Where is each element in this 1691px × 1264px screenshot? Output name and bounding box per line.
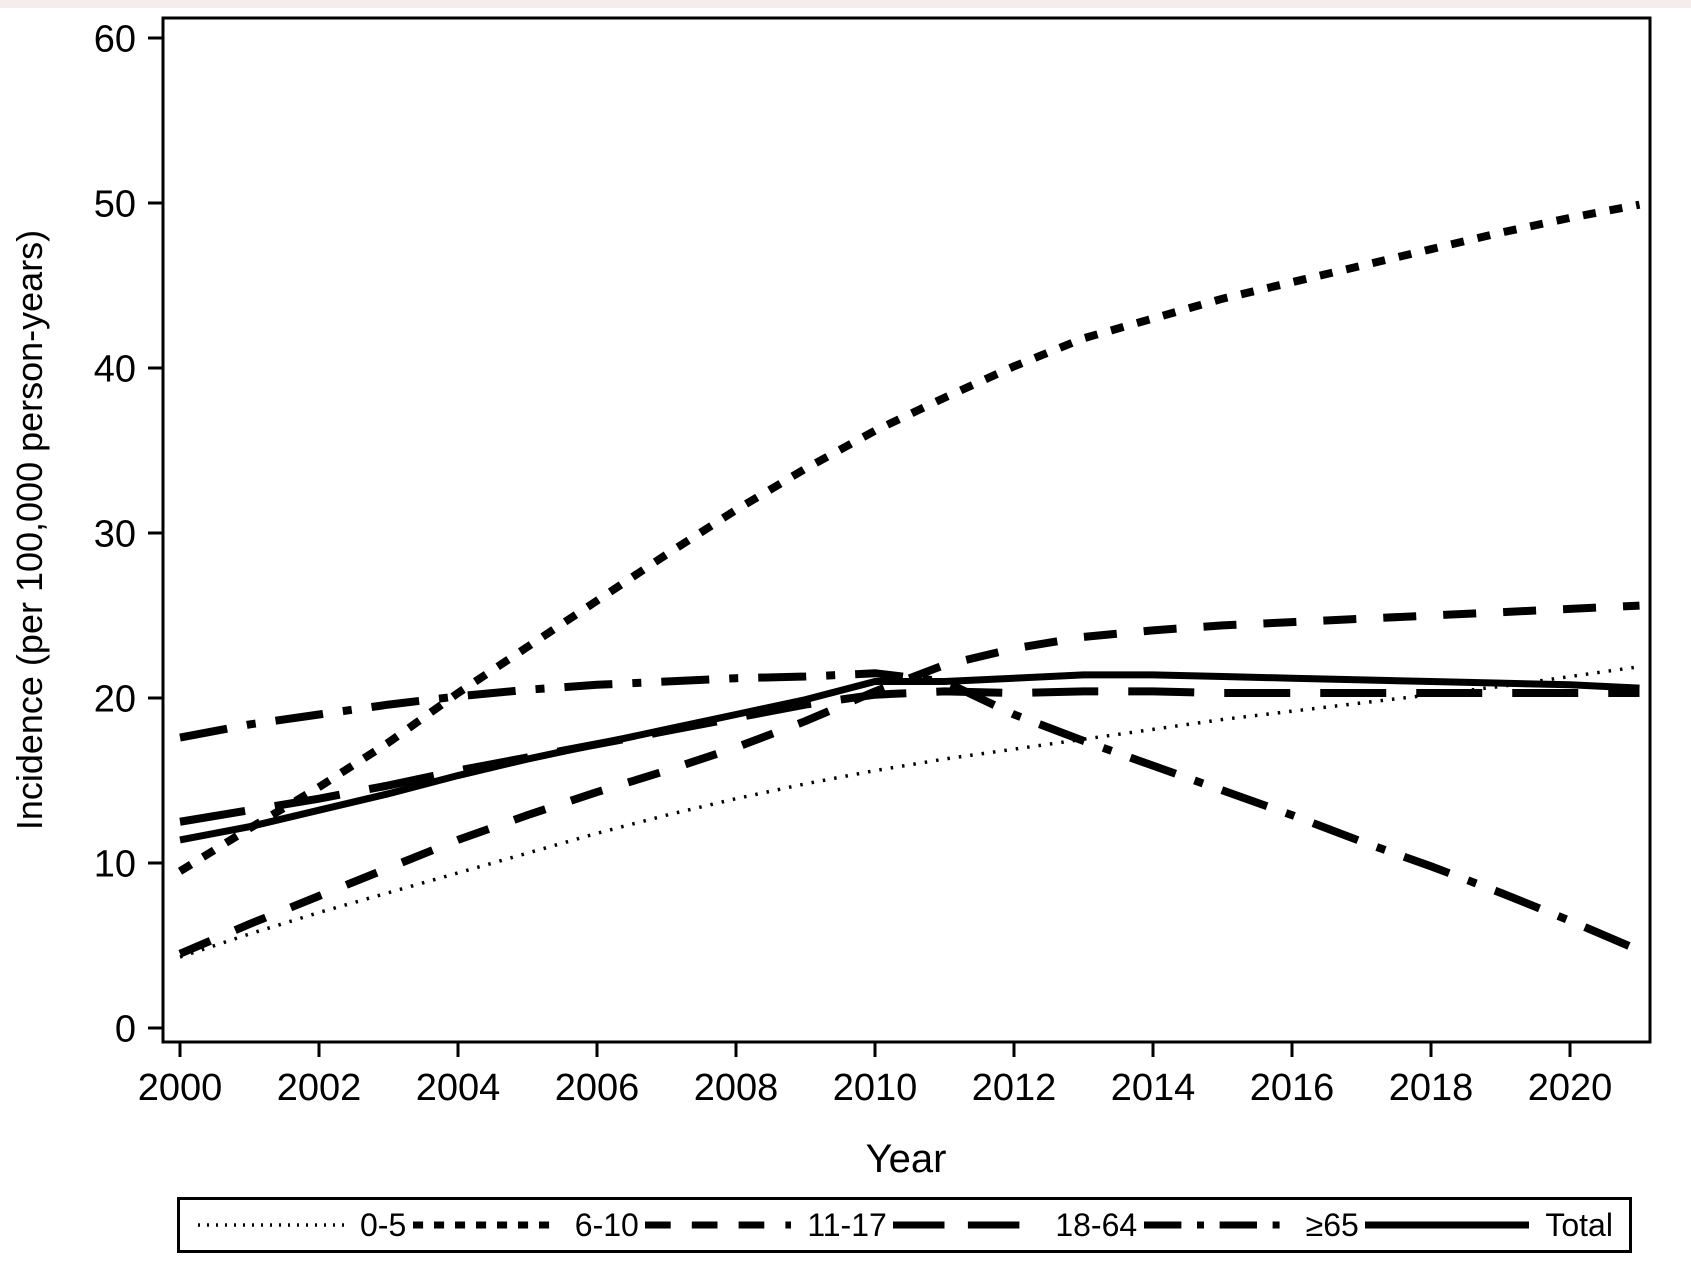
- series-line-≥65: [179, 669, 1642, 955]
- x-tick-label: 2014: [1111, 1067, 1196, 1109]
- y-axis-title: Incidence (per 100,000 person-years): [9, 230, 50, 830]
- legend-label: Total: [1545, 1206, 1613, 1243]
- legend-item-6-10: 6-10: [411, 1207, 639, 1244]
- x-tick-label: 2004: [416, 1067, 501, 1109]
- legend-line-sample-18-64: [893, 1221, 1040, 1229]
- y-tick-label: 40: [94, 348, 136, 390]
- x-tick-label: 2006: [555, 1067, 640, 1109]
- series-line-0-5: [179, 664, 1640, 959]
- x-axis-title: Year: [866, 1137, 947, 1181]
- x-tick-label: 2018: [1389, 1067, 1474, 1109]
- series-line-6-10: [177, 200, 1641, 875]
- y-tick-label: 0: [115, 1008, 136, 1050]
- x-tick-label: 2020: [1528, 1067, 1613, 1109]
- x-tick-label: 2016: [1250, 1067, 1335, 1109]
- legend-line-sample-11-17: [645, 1221, 792, 1229]
- series-line-Total: [179, 671, 1640, 844]
- top-strip: [0, 0, 1691, 8]
- legend-line-sample-Total: [1365, 1221, 1530, 1229]
- x-tick-label: 2010: [833, 1067, 918, 1109]
- y-tick-label: 60: [94, 18, 136, 60]
- series-line-18-64: [179, 687, 1640, 826]
- plot-frame: [161, 16, 1652, 1044]
- plot-border: [161, 16, 1652, 1044]
- legend-label: 0-5: [360, 1206, 407, 1243]
- legend-label: 18-64: [1055, 1206, 1138, 1243]
- legend-item-≥65: ≥65: [1142, 1207, 1359, 1244]
- data-series: [177, 200, 1642, 959]
- legend-item-0-5: 0-5: [196, 1207, 406, 1244]
- y-tick-label: 20: [94, 678, 136, 720]
- y-tick-label: 10: [94, 843, 136, 885]
- x-tick-label: 2008: [694, 1067, 779, 1109]
- legend: 0-5 6-10 11-17 18-64 ≥65 Total: [177, 1197, 1632, 1253]
- legend-item-18-64: 18-64: [891, 1207, 1137, 1244]
- y-tick-label: 50: [94, 183, 136, 225]
- y-tick-label: 30: [94, 513, 136, 555]
- legend-line-sample-6-10: [412, 1221, 559, 1229]
- legend-line-sample-0-5: [198, 1223, 344, 1227]
- legend-item-Total: Total: [1363, 1207, 1613, 1244]
- legend-item-11-17: 11-17: [643, 1206, 887, 1244]
- x-tick-label: 2012: [972, 1067, 1057, 1109]
- x-axis-ticks: 2000 2002 2004 2006 2008 2010 2012 2014 2016 2018…: [138, 1042, 1613, 1109]
- x-tick-label: 2000: [138, 1067, 223, 1109]
- legend-line-sample-≥65: [1143, 1221, 1290, 1229]
- legend-label: ≥65: [1305, 1206, 1359, 1243]
- legend-label: 6-10: [574, 1206, 639, 1243]
- legend-label: 11-17: [807, 1206, 887, 1243]
- y-axis-ticks: 0 10 20 30 40 50 60: [94, 18, 163, 1050]
- x-tick-label: 2002: [277, 1067, 362, 1109]
